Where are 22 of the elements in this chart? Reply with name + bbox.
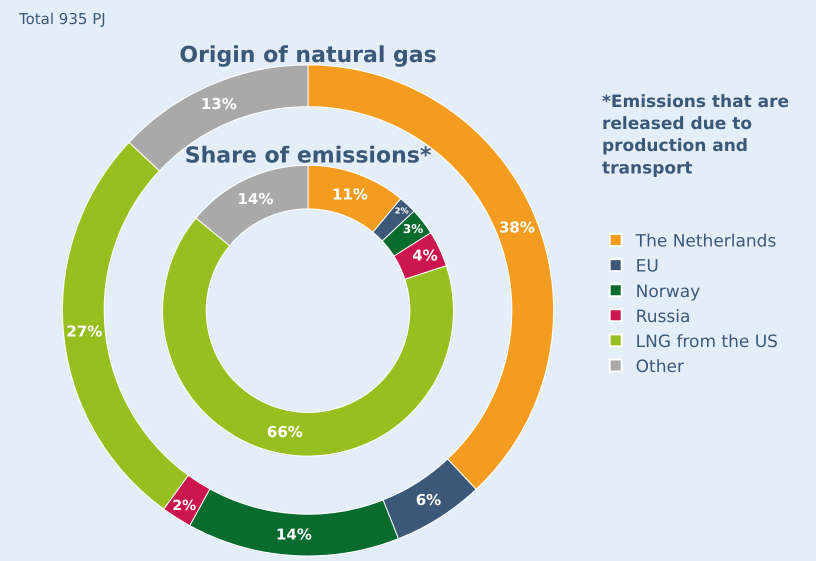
- data-label: 2%: [172, 498, 196, 514]
- data-label: 66%: [266, 423, 303, 442]
- slice-label: Share of emissions*: [184, 143, 432, 168]
- data-label: 6%: [416, 491, 442, 510]
- data-label: 13%: [200, 95, 237, 114]
- slice-label: Origin of natural gas: [179, 42, 437, 68]
- data-label: 14%: [276, 526, 312, 544]
- legend-label: LNG from the US: [636, 332, 778, 352]
- legend-label: Other: [636, 357, 684, 378]
- data-label: 11%: [332, 185, 368, 204]
- text: Total 935 PJ: [18, 10, 106, 28]
- data-label: 14%: [237, 190, 274, 208]
- data-label: 3%: [402, 222, 424, 236]
- data-label: 4%: [412, 246, 438, 265]
- legend-label: Norway: [636, 282, 700, 302]
- text: *Emissions that are released due to production and transport: [602, 92, 790, 178]
- legend-label: Russia: [636, 306, 690, 327]
- legend-label: EU: [636, 256, 659, 277]
- data-label: 38%: [498, 218, 535, 237]
- legend-label: The Netherlands: [634, 232, 776, 252]
- data-label: 2%: [394, 206, 409, 216]
- data-label: 27%: [66, 322, 102, 341]
